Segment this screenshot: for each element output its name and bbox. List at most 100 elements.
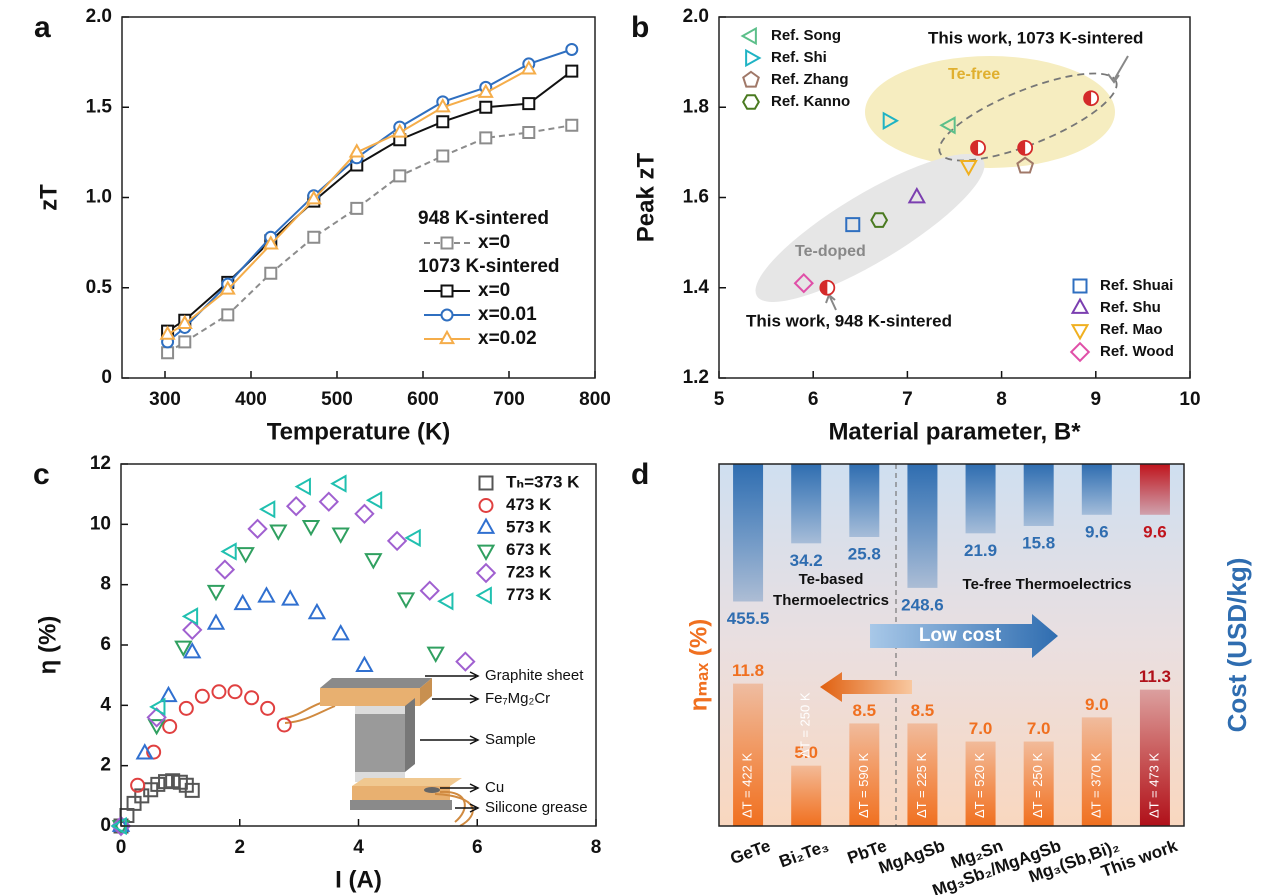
panel-letter: d xyxy=(631,458,649,491)
marker xyxy=(211,684,227,700)
marker xyxy=(307,230,321,244)
marker xyxy=(219,280,236,295)
value-label: 8.5 xyxy=(852,701,876,720)
marker xyxy=(350,201,364,215)
y-tick-label: 1.5 xyxy=(86,96,113,117)
marker xyxy=(130,777,146,793)
legend-label: 723 K xyxy=(506,562,552,581)
x-axis-label: Temperature (K) xyxy=(267,418,451,445)
y-tick-label: 10 xyxy=(90,513,111,534)
legend-group-title: 948 K-sintered xyxy=(418,208,549,229)
arrow xyxy=(825,293,837,311)
value-label: 15.8 xyxy=(1022,533,1055,552)
annotation: Te-doped xyxy=(795,243,866,260)
line xyxy=(167,124,572,354)
annotation: This work, 948 K-sintered xyxy=(746,311,952,330)
plot-frame xyxy=(120,463,597,827)
marker xyxy=(355,655,374,672)
marker xyxy=(257,586,276,603)
legend-label: Ref. Mao xyxy=(1100,321,1163,338)
y-tick-label: 1.0 xyxy=(86,187,112,208)
legend-marker xyxy=(476,517,496,534)
te-doped-region xyxy=(755,154,985,302)
legend-marker xyxy=(742,94,760,110)
marker xyxy=(294,477,311,496)
x-tick-label: MgAgSb xyxy=(876,836,947,877)
y-tick-label: 8 xyxy=(100,574,111,595)
value-label: 455.5 xyxy=(727,609,770,628)
marker xyxy=(565,118,579,132)
marker xyxy=(181,607,199,626)
legend-label: x=0.02 xyxy=(478,328,537,349)
marker xyxy=(161,346,175,360)
x-tick-label: 5 xyxy=(714,389,725,410)
value-label: 11.8 xyxy=(732,661,764,680)
marker xyxy=(269,524,288,541)
marker xyxy=(522,126,536,140)
cost-bar xyxy=(1081,464,1112,515)
te-free-region xyxy=(865,56,1115,168)
inset-label: Fe₇Mg₂Cr xyxy=(485,690,550,707)
legend-marker xyxy=(438,329,456,345)
marker xyxy=(178,335,192,349)
marker xyxy=(354,503,375,524)
marker xyxy=(386,530,408,552)
efficiency-bar xyxy=(1139,689,1170,826)
marker xyxy=(522,97,536,111)
delta-t-label: ΔT = 370 K xyxy=(1088,752,1103,818)
annotation: Low cost xyxy=(919,625,1002,646)
x-tick-label: Bi₂Te₃ xyxy=(777,836,831,871)
value-label: 8.5 xyxy=(911,701,935,720)
marker xyxy=(882,111,900,130)
marker xyxy=(479,131,493,145)
legend-label: 673 K xyxy=(506,540,552,559)
panel-letter: b xyxy=(631,11,649,44)
efficiency-bar xyxy=(733,683,764,826)
marker xyxy=(307,602,327,620)
marker xyxy=(477,83,494,98)
x-tick-label: 8 xyxy=(591,837,602,858)
legend-marker xyxy=(1070,297,1090,314)
legend-label: 773 K xyxy=(506,585,552,604)
x-tick-label: 500 xyxy=(321,389,353,410)
plot-frame xyxy=(121,16,596,379)
plot-frame xyxy=(718,16,1191,379)
annotation: Te-based xyxy=(799,571,864,588)
marker xyxy=(419,580,440,601)
x-tick-label: 10 xyxy=(1179,389,1200,410)
marker xyxy=(260,700,276,716)
marker xyxy=(479,100,493,114)
marker xyxy=(178,700,194,716)
this-work-marker-half xyxy=(1018,140,1026,155)
line xyxy=(166,48,573,343)
y-tick-label: 1.4 xyxy=(683,277,710,298)
legend-group-title: 1073 K-sintered xyxy=(418,256,560,277)
marker xyxy=(436,115,450,129)
y-tick-label: 2 xyxy=(100,755,111,776)
marker xyxy=(264,266,278,280)
marker xyxy=(149,697,166,717)
marker xyxy=(565,64,579,78)
marker xyxy=(907,187,927,204)
marker xyxy=(520,60,537,75)
inset-label: Graphite sheet xyxy=(485,667,584,684)
marker xyxy=(244,690,260,706)
y-axis-label: Peak zT xyxy=(632,152,659,242)
marker xyxy=(565,42,579,56)
efficiency-bar xyxy=(849,723,880,826)
marker xyxy=(434,98,451,113)
marker xyxy=(126,795,142,811)
marker xyxy=(331,527,350,544)
value-label: 248.6 xyxy=(901,595,944,614)
cost-bar xyxy=(1023,464,1054,526)
marker xyxy=(159,325,176,340)
legend-label: Ref. Shuai xyxy=(1100,277,1173,294)
legend-marker xyxy=(1069,341,1091,363)
legend-label: Ref. Song xyxy=(771,27,841,44)
delta-t-label: ΔT = 422 K xyxy=(740,752,755,818)
inset-schematic xyxy=(284,671,480,827)
cost-bar xyxy=(849,464,880,538)
efficiency-bar xyxy=(1081,717,1112,826)
x-tick-label: 700 xyxy=(493,389,525,410)
x-tick-label: 8 xyxy=(996,389,1007,410)
